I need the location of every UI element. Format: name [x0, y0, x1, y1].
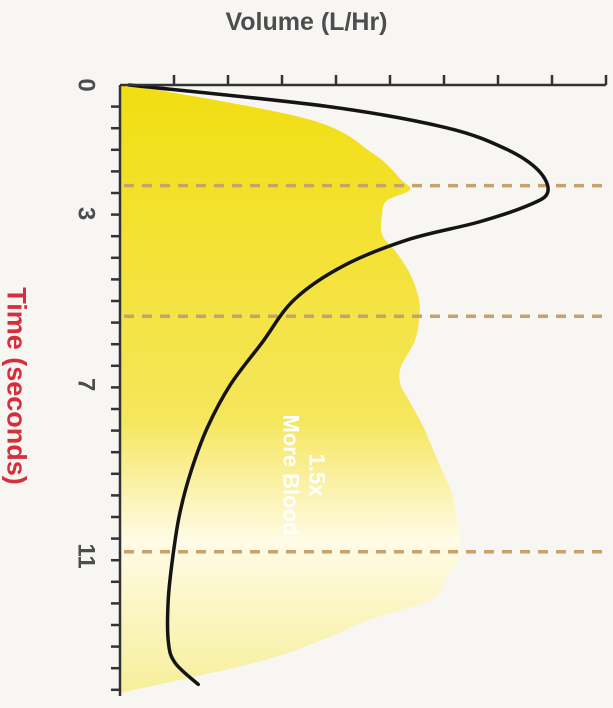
curve-series: [127, 83, 550, 687]
time-tick-label-0: 0: [73, 78, 100, 91]
time-tick-label-3: 3: [73, 207, 100, 220]
time-tick-label-7: 7: [72, 378, 99, 391]
annotation-line-2: More Blood: [279, 415, 304, 536]
time-tick-label-11: 11: [73, 543, 100, 568]
x-axis-label: Volume (L/Hr): [225, 8, 388, 36]
y-axis-label: Time (seconds): [1, 287, 32, 485]
annotation-line-1: 1.5x: [305, 454, 330, 498]
area-series: [120, 85, 462, 693]
